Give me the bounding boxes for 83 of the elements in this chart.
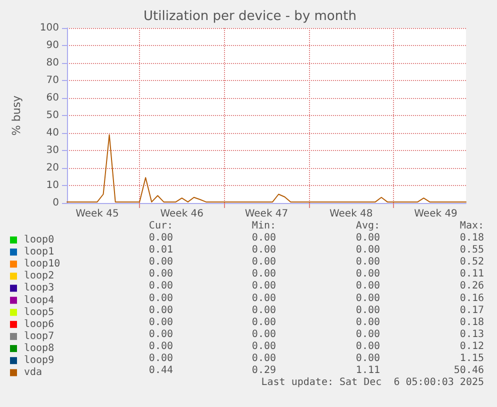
y-axis-title: % busy bbox=[10, 94, 23, 136]
text: Min: bbox=[252, 220, 276, 232]
x-tick-label: Week 49 bbox=[414, 208, 458, 220]
x-tick-label: Week 47 bbox=[244, 208, 288, 220]
x-tick-label: Week 45 bbox=[76, 208, 119, 220]
legend-label: loop7 bbox=[24, 330, 54, 342]
text: 0.44 bbox=[148, 365, 174, 376]
legend-label: loop1 bbox=[24, 246, 54, 258]
text: 0.00 bbox=[148, 232, 174, 244]
text: 0.00 bbox=[252, 244, 276, 256]
text: 0.13 bbox=[460, 328, 484, 340]
y-tick-label: 100 bbox=[40, 22, 59, 34]
text: 0.00 bbox=[148, 268, 174, 280]
legend-label: loop2 bbox=[24, 270, 54, 282]
x-tick-label: Week 46 bbox=[160, 208, 204, 220]
text: 0.00 bbox=[252, 328, 276, 340]
y-tick-label: 10 bbox=[46, 180, 59, 191]
text: 0.29 bbox=[252, 365, 276, 376]
text: 0.00 bbox=[356, 280, 380, 292]
text: 0.00 bbox=[148, 304, 174, 316]
chart-title: Utilization per device - by month bbox=[144, 9, 356, 24]
legend-label: loop10 bbox=[24, 258, 60, 270]
legend-label: loop6 bbox=[24, 318, 54, 330]
text: 0.11 bbox=[460, 268, 484, 280]
text: 0.26 bbox=[460, 280, 484, 292]
legend-label: loop9 bbox=[24, 355, 54, 366]
text: 0.00 bbox=[148, 353, 174, 364]
text: 0.00 bbox=[148, 256, 174, 268]
text: 0.00 bbox=[252, 304, 276, 316]
text: 0.16 bbox=[460, 292, 484, 304]
text: 0.00 bbox=[148, 341, 174, 352]
text: 0.00 bbox=[148, 292, 174, 304]
text: Cur: bbox=[148, 220, 174, 232]
text: 1.15 bbox=[460, 353, 484, 364]
text: 0.01 bbox=[148, 244, 174, 256]
y-tick-label: 50 bbox=[46, 110, 59, 121]
text: 0.55 bbox=[460, 244, 484, 256]
legend-label: loop3 bbox=[24, 282, 54, 294]
text: 0.00 bbox=[356, 341, 380, 352]
text: 0.00 bbox=[252, 232, 276, 244]
text: 0.00 bbox=[356, 292, 380, 304]
y-tick-label: 30 bbox=[46, 145, 59, 156]
text: 0.00 bbox=[148, 328, 174, 340]
legend-label: vda bbox=[24, 367, 42, 378]
legend-label: loop5 bbox=[24, 306, 54, 318]
text: 0.17 bbox=[460, 304, 484, 316]
x-tick-label: Week 48 bbox=[329, 208, 373, 220]
text: 50.46 bbox=[454, 365, 484, 376]
text: 0.18 bbox=[460, 232, 484, 244]
text: 0.00 bbox=[356, 268, 380, 280]
text: 0.00 bbox=[252, 292, 276, 304]
text: 0.00 bbox=[356, 353, 380, 364]
text: 0.00 bbox=[252, 280, 276, 292]
text: Max: bbox=[460, 220, 484, 232]
text: Avg: bbox=[356, 220, 380, 232]
y-tick-label: 0 bbox=[52, 198, 59, 208]
text: 0.12 bbox=[460, 341, 484, 352]
text: 0.00 bbox=[356, 328, 380, 340]
text: 0.00 bbox=[356, 244, 380, 256]
y-tick-label: 80 bbox=[46, 58, 59, 68]
text: 0.00 bbox=[356, 256, 380, 268]
text: 0.00 bbox=[356, 232, 380, 244]
y-tick-label: 90 bbox=[46, 40, 59, 51]
y-tick-label: 20 bbox=[46, 162, 59, 174]
text: 0.00 bbox=[148, 316, 174, 328]
text: 0.00 bbox=[356, 316, 380, 328]
text: Last update: Sat Dec 6 05:00:03 2025 bbox=[261, 377, 484, 388]
text: 0.00 bbox=[356, 304, 380, 316]
text: 0.00 bbox=[252, 341, 276, 352]
legend-label: loop4 bbox=[24, 294, 54, 306]
text: 0.00 bbox=[252, 316, 276, 328]
text: 0.52 bbox=[460, 256, 484, 268]
text: 0.00 bbox=[252, 353, 276, 364]
text: 0.18 bbox=[460, 316, 484, 328]
text: 0.00 bbox=[148, 280, 174, 292]
legend-label: loop8 bbox=[24, 343, 54, 354]
y-tick-label: 40 bbox=[46, 128, 59, 138]
legend-label: loop0 bbox=[24, 234, 54, 246]
y-tick-label: 60 bbox=[46, 92, 59, 104]
y-tick-label: 70 bbox=[46, 75, 59, 86]
text: 1.11 bbox=[356, 365, 380, 376]
text: 0.00 bbox=[252, 268, 276, 280]
text: 0.00 bbox=[252, 256, 276, 268]
